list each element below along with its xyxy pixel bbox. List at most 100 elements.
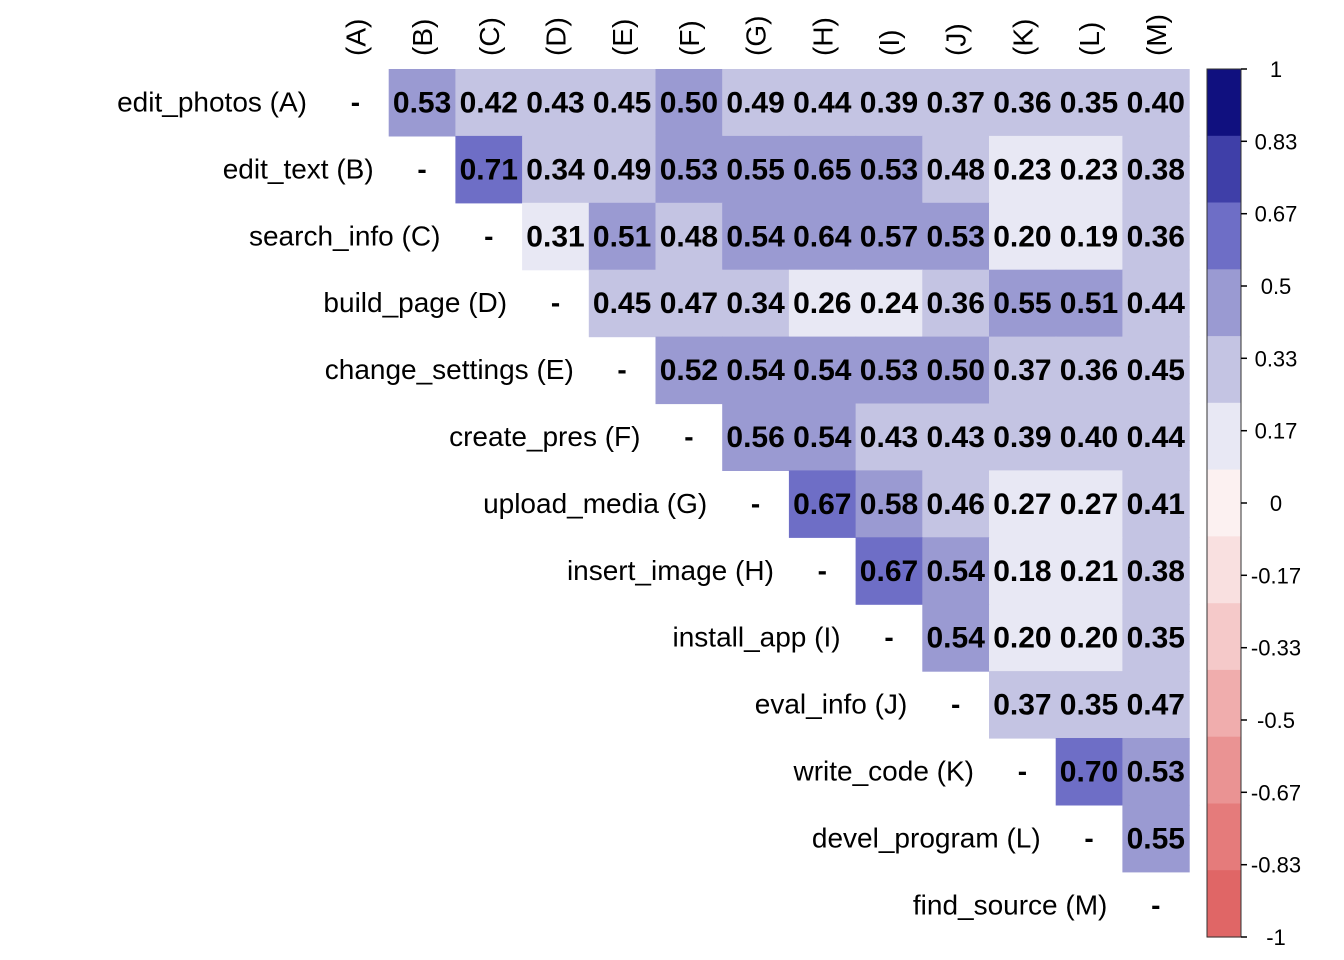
column-label: (H) <box>807 17 838 56</box>
diagonal-dash: - <box>1151 889 1160 920</box>
heatmap-cell <box>1122 202 1190 271</box>
cell-value-label: 0.45 <box>1127 354 1185 387</box>
heatmap-cell <box>1122 269 1190 338</box>
heatmap-cell <box>989 604 1057 672</box>
cell-value-label: 0.54 <box>927 555 986 588</box>
heatmap-cell <box>1055 671 1123 739</box>
heatmap-cell <box>522 69 590 137</box>
cell-value-label: 0.44 <box>1127 287 1186 320</box>
heatmap-cell <box>855 470 923 538</box>
cell-value-label: 0.47 <box>1127 689 1185 722</box>
heatmap-cell <box>1122 804 1190 873</box>
cell-value-label: 0.23 <box>1060 153 1118 186</box>
heatmap-cell <box>788 269 857 338</box>
cell-value-label: 0.27 <box>993 488 1051 521</box>
cell-value-label: 0.27 <box>1060 488 1118 521</box>
heatmap-cell <box>855 69 923 137</box>
cell-value-label: 0.53 <box>1127 756 1185 789</box>
legend-swatch <box>1207 469 1241 537</box>
legend-tick-label: 0.33 <box>1255 346 1298 371</box>
cell-value-label: 0.18 <box>993 555 1051 588</box>
legend-tick-label: -0.67 <box>1251 780 1301 805</box>
heatmap-cell <box>1055 403 1123 471</box>
legend-tick-label: -0.5 <box>1257 708 1295 733</box>
diagonal-dash: - <box>1084 822 1093 853</box>
legend-swatch <box>1207 269 1241 337</box>
column-labels: (A) (B) (C) (D) (E) (F) (G) (H) (I) (J) (K) (L) (M) <box>340 14 1171 56</box>
legend-tick-label: 0.83 <box>1255 129 1298 154</box>
legend-swatch <box>1207 336 1241 404</box>
heatmap-cell <box>1122 537 1190 605</box>
heatmap-value-labels: 0.53 0.42 0.43 0.45 0.50 0.49 0.44 0.39 0.37 0.36… <box>393 87 1185 856</box>
cell-value-label: 0.51 <box>1060 287 1118 320</box>
legend-tick-label: 0.5 <box>1261 274 1292 299</box>
heatmap-cell <box>455 69 523 137</box>
row-label: eval_info (J) <box>755 689 908 720</box>
heatmap-cell <box>1055 604 1123 672</box>
heatmap-cell <box>989 537 1057 605</box>
cell-value-label: 0.20 <box>993 622 1051 655</box>
legend-swatch <box>1207 69 1241 137</box>
heatmap-cell <box>1055 470 1123 538</box>
legend-tick-label: -0.83 <box>1251 853 1301 878</box>
cell-value-label: 0.37 <box>993 689 1051 722</box>
column-label: (F) <box>674 20 705 56</box>
cell-value-label: 0.54 <box>927 622 986 655</box>
heatmap-cell <box>922 269 990 338</box>
heatmap-cell <box>1122 604 1190 672</box>
heatmap-cells <box>388 69 1190 873</box>
legend-tick-label: 0.17 <box>1255 419 1298 444</box>
heatmap-cell <box>788 336 857 405</box>
diagonal-dash: - <box>884 622 893 653</box>
column-label: (G) <box>741 16 772 56</box>
diagonal-dash: - <box>1018 756 1027 787</box>
heatmap-cell <box>855 269 923 338</box>
cell-value-label: 0.55 <box>1127 822 1185 855</box>
heatmap-cell <box>722 135 790 204</box>
cell-value-label: 0.52 <box>660 354 718 387</box>
legend-tick-label: -0.17 <box>1251 563 1301 588</box>
legend-swatch <box>1207 536 1241 604</box>
heatmap-cell <box>922 604 990 672</box>
heatmap-cell <box>1122 69 1190 137</box>
heatmap-cell <box>788 202 857 271</box>
heatmap-cell <box>1122 403 1190 471</box>
cell-value-label: 0.47 <box>660 287 718 320</box>
heatmap-cell <box>1122 738 1190 806</box>
cell-value-label: 0.54 <box>793 354 852 387</box>
heatmap-cell <box>989 202 1057 271</box>
cell-value-label: 0.35 <box>1127 622 1185 655</box>
diagonal-dash: - <box>551 287 560 318</box>
diagonal-dash: - <box>417 153 426 184</box>
cell-value-label: 0.36 <box>1060 354 1118 387</box>
heatmap-cell <box>855 202 923 271</box>
cell-value-label: 0.49 <box>726 87 784 120</box>
cell-value-label: 0.34 <box>526 153 585 186</box>
column-label: (J) <box>941 23 972 56</box>
heatmap-cell <box>1055 135 1123 204</box>
cell-value-label: 0.36 <box>927 287 985 320</box>
diagonal-dash: - <box>751 488 760 519</box>
cell-value-label: 0.57 <box>860 220 918 253</box>
cell-value-label: 0.24 <box>860 287 919 320</box>
heatmap-cell <box>855 135 923 204</box>
column-label: (B) <box>407 19 438 56</box>
cell-value-label: 0.48 <box>927 153 985 186</box>
heatmap-cell <box>522 202 590 271</box>
heatmap-cell <box>989 269 1057 338</box>
heatmap-cell <box>1122 470 1190 538</box>
heatmap-cell <box>788 403 857 471</box>
heatmap-cell <box>722 403 790 471</box>
diagonal-dash: - <box>617 354 626 385</box>
heatmap-cell <box>989 671 1057 739</box>
cell-value-label: 0.53 <box>860 354 918 387</box>
row-label: install_app (I) <box>673 622 841 653</box>
legend-swatch <box>1207 202 1241 270</box>
cell-value-label: 0.44 <box>793 87 852 120</box>
legend-tick-label: 0 <box>1270 491 1282 516</box>
heatmap-cell <box>1122 671 1190 739</box>
cell-value-label: 0.43 <box>927 421 985 454</box>
row-label: edit_text (B) <box>223 153 374 184</box>
heatmap-cell <box>722 336 790 405</box>
cell-value-label: 0.26 <box>793 287 851 320</box>
